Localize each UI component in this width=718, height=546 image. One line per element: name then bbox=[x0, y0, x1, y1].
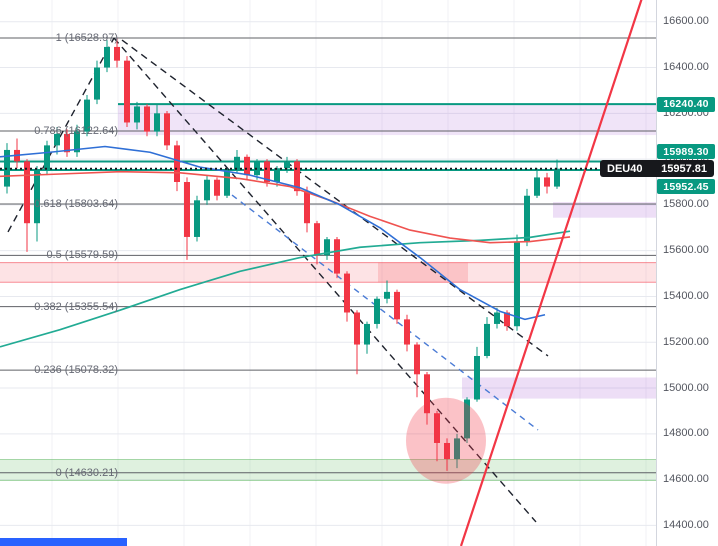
fib-lines-layer[interactable] bbox=[0, 37, 656, 474]
axis-tick-label: 16200.00 bbox=[663, 106, 709, 119]
axis-tick-label: 16400.00 bbox=[663, 61, 709, 74]
wedge-falling-upper[interactable] bbox=[121, 39, 549, 357]
moving-averages-layer bbox=[0, 145, 571, 348]
axis-tick-label: 14400.00 bbox=[663, 518, 709, 531]
price-axis[interactable]: 16600.00 16400.00 16200.00 16000.00 15800.00… bbox=[656, 0, 718, 546]
ma-long-green bbox=[0, 230, 571, 348]
axis-tick-label: 15000.00 bbox=[663, 381, 709, 394]
axis-tick-label: 15200.00 bbox=[663, 335, 709, 348]
resistance-band-core[interactable] bbox=[378, 262, 468, 283]
candles-layer bbox=[4, 38, 560, 471]
axis-tick-label: 16600.00 bbox=[663, 15, 709, 28]
demand-zone-low[interactable] bbox=[462, 377, 656, 399]
supply-zone-upper[interactable] bbox=[118, 104, 656, 136]
axis-tick-label: 15400.00 bbox=[663, 289, 709, 302]
plot-area bbox=[0, 0, 656, 546]
axis-tick-label: 15800.00 bbox=[663, 198, 709, 211]
resistance-band[interactable] bbox=[0, 262, 656, 283]
axis-tick-label: 14600.00 bbox=[663, 473, 709, 486]
zones-layer bbox=[0, 104, 656, 482]
supply-zone-mid[interactable] bbox=[553, 202, 656, 218]
ma-fast-blue bbox=[0, 145, 546, 321]
bottom-toolbar-fragment bbox=[0, 538, 127, 546]
reversal-highlight-ellipse[interactable] bbox=[406, 397, 486, 484]
axis-tick-label: 14800.00 bbox=[663, 427, 709, 440]
trendlines-front[interactable] bbox=[459, 0, 643, 546]
downtrend-line-blue[interactable] bbox=[231, 194, 539, 431]
breakout-projection[interactable] bbox=[459, 0, 643, 546]
axis-tick-label: 15600.00 bbox=[663, 244, 709, 257]
axis-tick-label: 16000.00 bbox=[663, 152, 709, 165]
ma-slow-red bbox=[0, 170, 571, 244]
support-zone-bottom[interactable] bbox=[0, 459, 656, 481]
level-lines-layer[interactable] bbox=[0, 103, 656, 171]
